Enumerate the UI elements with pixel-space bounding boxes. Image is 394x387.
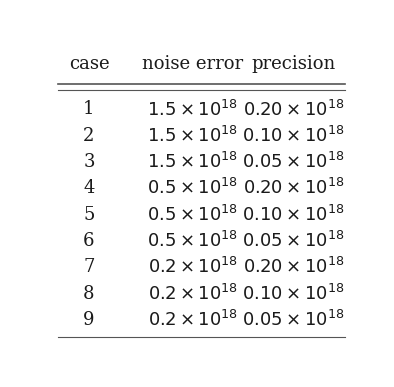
Text: $0.2 \times 10^{18}$: $0.2 \times 10^{18}$	[148, 257, 238, 277]
Text: 1: 1	[83, 101, 95, 118]
Text: precision: precision	[251, 55, 336, 73]
Text: 9: 9	[83, 311, 95, 329]
Text: $0.5 \times 10^{18}$: $0.5 \times 10^{18}$	[147, 231, 238, 251]
Text: 4: 4	[83, 180, 95, 197]
Text: $0.20 \times 10^{18}$: $0.20 \times 10^{18}$	[243, 178, 344, 199]
Text: $0.05 \times 10^{18}$: $0.05 \times 10^{18}$	[242, 152, 345, 172]
Text: $0.05 \times 10^{18}$: $0.05 \times 10^{18}$	[242, 231, 345, 251]
Text: $1.5 \times 10^{18}$: $1.5 \times 10^{18}$	[147, 126, 238, 146]
Text: 5: 5	[83, 206, 95, 224]
Text: 3: 3	[83, 153, 95, 171]
Text: $0.10 \times 10^{18}$: $0.10 \times 10^{18}$	[242, 126, 345, 146]
Text: 2: 2	[83, 127, 95, 145]
Text: 6: 6	[83, 232, 95, 250]
Text: $0.5 \times 10^{18}$: $0.5 \times 10^{18}$	[147, 178, 238, 199]
Text: 7: 7	[83, 259, 95, 276]
Text: 8: 8	[83, 285, 95, 303]
Text: $1.5 \times 10^{18}$: $1.5 \times 10^{18}$	[147, 152, 238, 172]
Text: $0.10 \times 10^{18}$: $0.10 \times 10^{18}$	[242, 205, 345, 225]
Text: case: case	[69, 55, 109, 73]
Text: $0.2 \times 10^{18}$: $0.2 \times 10^{18}$	[148, 284, 238, 304]
Text: $0.05 \times 10^{18}$: $0.05 \times 10^{18}$	[242, 310, 345, 330]
Text: $0.10 \times 10^{18}$: $0.10 \times 10^{18}$	[242, 284, 345, 304]
Text: noise error: noise error	[142, 55, 243, 73]
Text: $0.5 \times 10^{18}$: $0.5 \times 10^{18}$	[147, 205, 238, 225]
Text: $0.20 \times 10^{18}$: $0.20 \times 10^{18}$	[243, 257, 344, 277]
Text: $0.20 \times 10^{18}$: $0.20 \times 10^{18}$	[243, 99, 344, 120]
Text: $1.5 \times 10^{18}$: $1.5 \times 10^{18}$	[147, 99, 238, 120]
Text: $0.2 \times 10^{18}$: $0.2 \times 10^{18}$	[148, 310, 238, 330]
